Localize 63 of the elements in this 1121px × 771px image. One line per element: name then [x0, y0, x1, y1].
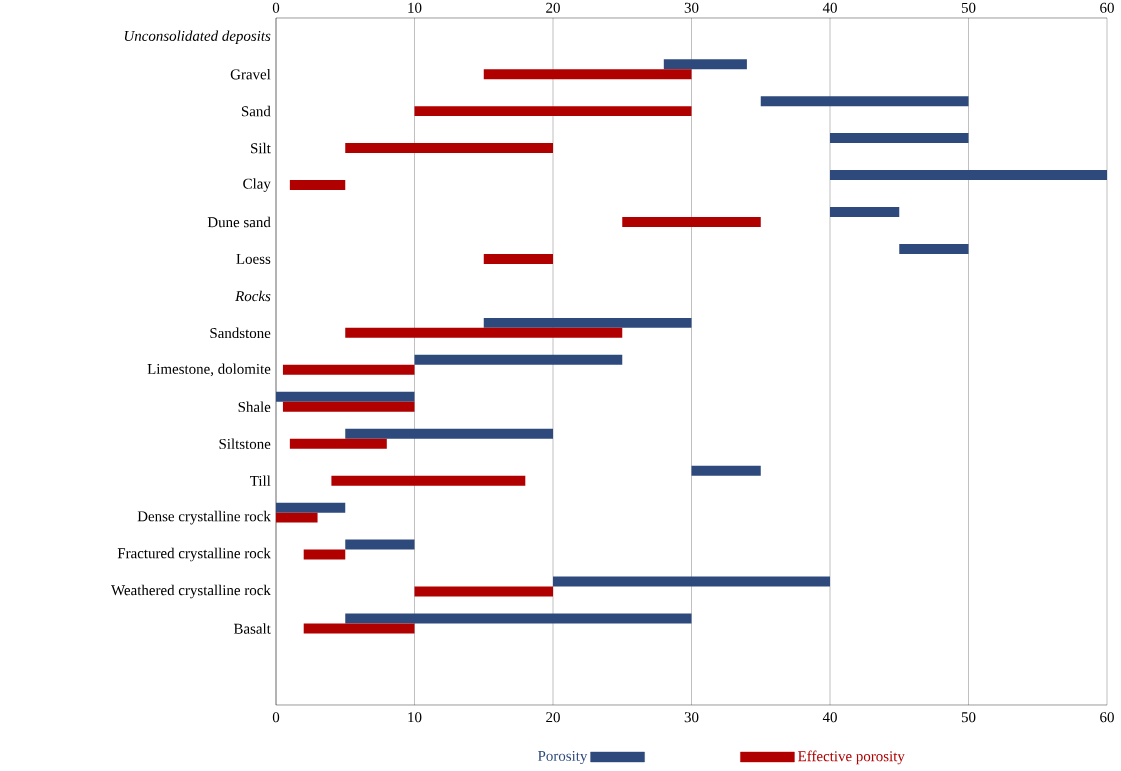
- y-tick-label: Sandstone: [210, 327, 271, 339]
- y-tick-label: Loess: [236, 253, 271, 264]
- x2-tick-label: 50: [961, 712, 976, 723]
- bar: [282, 364, 415, 375]
- bar: [414, 106, 692, 117]
- bar: [276, 512, 318, 523]
- x2-tick-label: 0: [272, 712, 280, 723]
- bar: [414, 586, 554, 597]
- y-tick-label: Silt: [251, 142, 271, 154]
- x2-tick-label: 60: [1100, 712, 1114, 723]
- bar: [303, 549, 346, 560]
- bar: [282, 401, 415, 412]
- x-tick-label: 40: [822, 2, 837, 13]
- text: Porosity: [538, 750, 588, 765]
- bar: [830, 170, 1107, 181]
- y-tick-label: Dense crystalline rock: [137, 510, 271, 525]
- x-tick-label: 60: [1100, 2, 1114, 13]
- bar: [414, 354, 623, 365]
- bar: [289, 438, 387, 449]
- legend-label: Effective porosity: [798, 750, 905, 765]
- bar: [303, 623, 415, 634]
- bar: [691, 465, 761, 476]
- bar: [331, 475, 526, 486]
- bar: [830, 207, 900, 217]
- bar: [830, 133, 969, 144]
- bar: [289, 180, 346, 191]
- y-tick-label: Till: [250, 475, 271, 486]
- y-tick-label: Sand: [241, 105, 271, 117]
- bar: [345, 143, 554, 154]
- y-tick-label: Basalt: [233, 623, 271, 634]
- y-tick-label: Weathered crystalline rock: [111, 584, 271, 599]
- bar: [899, 243, 969, 254]
- bar: [345, 327, 623, 338]
- y-tick-label: Dune sand: [207, 216, 271, 228]
- bar: [345, 613, 692, 624]
- bar: [483, 253, 554, 264]
- x-tick-label: 0: [272, 2, 280, 13]
- bar: [483, 69, 692, 80]
- y-tick-label: Fractured crystalline rock: [117, 547, 271, 562]
- bar: [276, 391, 415, 402]
- x2-tick-label: 10: [408, 712, 422, 723]
- bar: [553, 576, 831, 587]
- bar: [622, 216, 761, 227]
- y-tick-label: Clay: [243, 178, 271, 192]
- y-tick-label: Siltstone: [219, 438, 271, 449]
- bar: [663, 59, 747, 70]
- x-tick-label: 50: [961, 2, 976, 13]
- x2-tick-label: 30: [684, 712, 699, 723]
- x2-tick-label: 20: [546, 712, 560, 723]
- y-tick-label: Limestone, dolomite: [147, 363, 271, 377]
- y-tick-label: Shale: [238, 401, 271, 413]
- bar: [345, 428, 554, 439]
- x-tick-label: 20: [546, 2, 560, 13]
- bar: [760, 96, 969, 107]
- x-tick-label: 10: [408, 2, 422, 13]
- y-tick-label: Gravel: [230, 68, 271, 80]
- y-tick-label: Unconsolidated deposits: [124, 30, 271, 44]
- bar: [276, 502, 346, 513]
- bar: [345, 539, 415, 550]
- x2-tick-label: 40: [822, 712, 837, 723]
- bar: [483, 317, 692, 328]
- x-tick-label: 30: [684, 2, 699, 13]
- y-tick-label: Rocks: [235, 290, 271, 302]
